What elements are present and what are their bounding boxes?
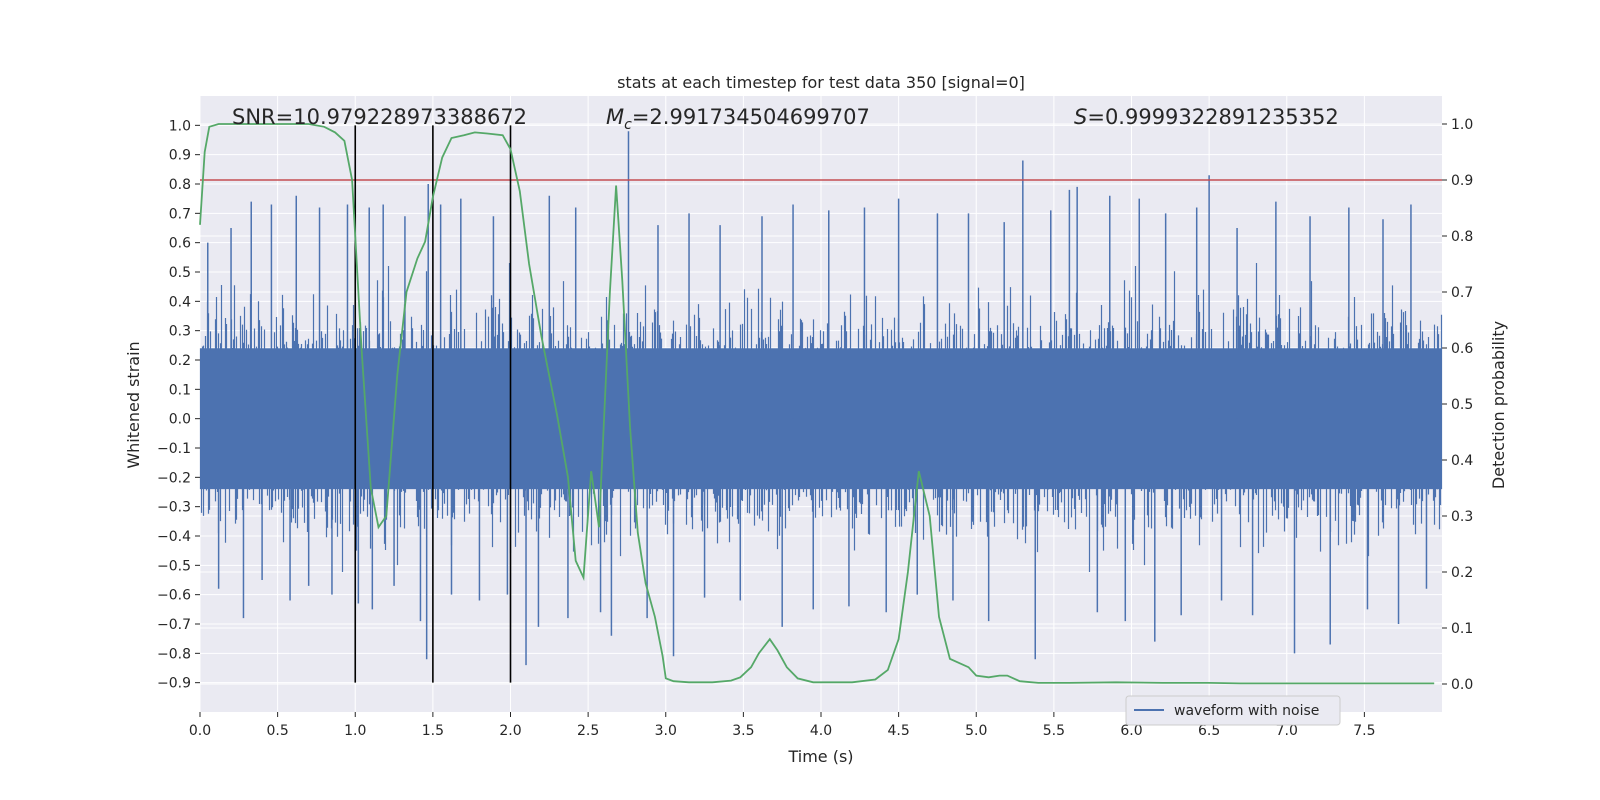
x-tick-label: 4.5 [887,723,909,739]
legend: waveform with noise [1125,695,1341,726]
s-value: =0.9999322891235352 [1087,105,1338,129]
y2-axis-ticks: 0.0 0.1 0.2 0.3 0.4 0.5 0.6 0.7 0.8 0.9 1.0 [1442,117,1473,693]
y2-tick-label: 0.3 [1451,509,1473,525]
mc-annotation: Mc=2.991734504699707 [606,105,870,133]
y-axis-ticks: −0.9 −0.8 −0.7 −0.6 −0.5 −0.4 −0.3 −0.2 −0.1 0.0 0… [157,118,200,692]
x-tick-label: 0.0 [189,723,211,739]
y-tick-label: 0.5 [169,265,191,281]
y-tick-label: 0.7 [169,206,191,222]
x-tick-label: 2.5 [577,723,599,739]
x-tick-label: 0.5 [266,723,288,739]
mc-symbol: M [606,105,624,129]
y2-tick-label: 1.0 [1451,117,1473,133]
y-tick-label: 0.8 [169,177,191,193]
y-tick-label: 0.1 [169,382,191,398]
y-tick-label: −0.9 [157,676,191,692]
y2-tick-label: 0.2 [1451,565,1473,581]
snr-annotation: SNR=10.979228973388672 [232,105,527,129]
y2-tick-label: 0.0 [1451,677,1473,693]
x-tick-label: 7.0 [1276,723,1298,739]
y-tick-label: −0.8 [157,646,191,662]
y-tick-label: −0.2 [157,470,191,486]
y2-tick-label: 0.7 [1451,285,1473,301]
x-axis-label: Time (s) [787,747,853,766]
y-tick-label: 0.2 [169,353,191,369]
y-tick-label: −0.6 [157,588,191,604]
series-detection-probability [199,123,1435,685]
y-tick-label: 1.0 [169,118,191,134]
y-axis-label: Whitened strain [124,341,143,468]
mc-subscript: c [624,117,632,133]
x-tick-label: 3.5 [732,723,754,739]
s-symbol: S [1074,105,1087,129]
y2-tick-label: 0.6 [1451,341,1473,357]
waveform-trace [199,263,1443,572]
x-tick-label: 6.5 [1198,723,1220,739]
x-tick-label: 3.0 [655,723,677,739]
legend-label-waveform: waveform with noise [1174,703,1319,719]
x-tick-label: 7.5 [1353,723,1375,739]
x-tick-label: 2.0 [499,723,521,739]
series-waveform [199,131,1443,666]
y-tick-label: 0.4 [169,294,191,310]
y2-tick-label: 0.5 [1451,397,1473,413]
y2-axis-label: Detection probability [1489,321,1508,489]
y2-tick-label: 0.1 [1451,621,1473,637]
y-tick-label: −0.3 [157,500,191,516]
mc-value: =2.991734504699707 [632,105,870,129]
y2-tick-label: 0.8 [1451,229,1473,245]
x-tick-label: 5.0 [965,723,987,739]
y-tick-label: 0.9 [169,148,191,164]
y-tick-label: 0.3 [169,324,191,340]
legend-box [1125,695,1341,726]
s-annotation: S=0.9999322891235352 [1074,105,1339,129]
x-tick-label: 1.5 [422,723,444,739]
x-tick-label: 6.0 [1120,723,1142,739]
y-tick-label: −0.4 [157,529,191,545]
y-tick-label: −0.1 [157,441,191,457]
y-tick-label: 0.6 [169,236,191,252]
chart-title: stats at each timestep for test data 350… [617,73,1025,92]
y-tick-label: −0.5 [157,558,191,574]
y2-tick-label: 0.9 [1451,173,1473,189]
y2-tick-label: 0.4 [1451,453,1473,469]
y-tick-label: −0.7 [157,617,191,633]
x-tick-label: 1.0 [344,723,366,739]
x-tick-label: 4.0 [810,723,832,739]
x-tick-label: 5.5 [1043,723,1065,739]
vertical-lines [354,125,512,683]
y-tick-label: 0.0 [169,412,191,428]
